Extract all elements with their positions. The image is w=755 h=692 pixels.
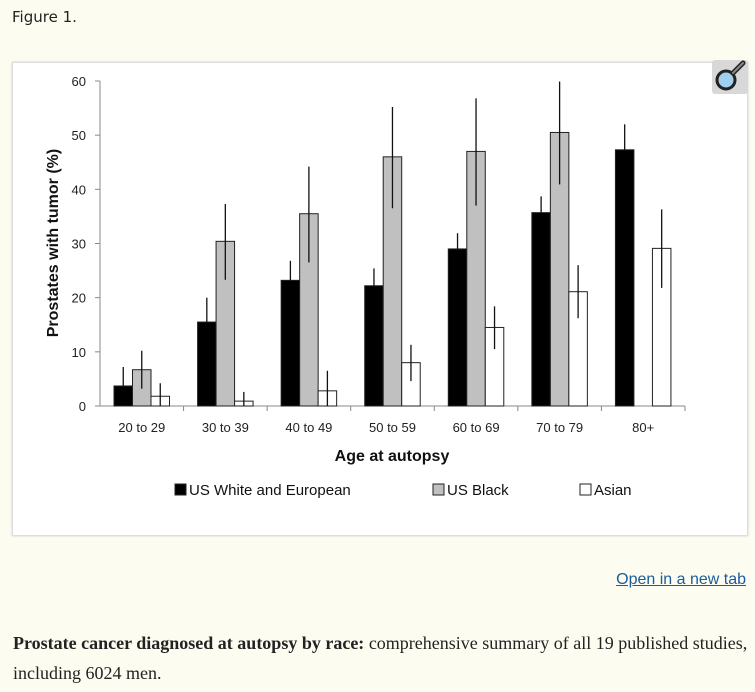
legend-swatch [432,483,445,496]
y-tick-label: 60 [72,74,86,89]
x-tick-label: 50 to 59 [369,420,416,435]
bar [447,248,468,407]
y-tick-label: 30 [72,237,86,252]
y-tick-label: 10 [72,345,86,360]
figure-caption: Prostate cancer diagnosed at autopsy by … [13,628,748,688]
legend-label: Asian [594,482,632,499]
bar [197,321,217,407]
x-tick-label: 60 to 69 [453,420,500,435]
y-axis-label: Prostates with tumor (%) [45,149,62,337]
x-tick-label: 20 to 29 [118,420,165,435]
x-tick-label: 70 to 79 [536,420,583,435]
bar [614,149,635,407]
bar [280,279,301,407]
bar [364,285,384,407]
y-tick-label: 40 [72,182,86,197]
y-tick-label: 20 [72,291,86,306]
legend-label: US White and European [189,482,351,499]
caption-title: Prostate cancer diagnosed at autopsy by … [13,633,365,653]
legend-swatch [174,483,187,496]
figure-label: Figure 1. [12,8,77,26]
y-tick-label: 0 [79,399,86,414]
bar [113,385,133,407]
y-tick-label: 50 [72,128,86,143]
caption-text: comprehensive summary of all 19 publishe… [13,633,748,683]
legend-label: US Black [447,482,509,499]
open-in-new-tab-link[interactable]: Open in a new tab [616,571,746,588]
x-tick-label: 80+ [632,420,654,435]
bar [531,212,551,407]
x-tick-label: 30 to 39 [202,420,249,435]
legend-swatch [579,483,592,496]
magnifier-icon[interactable] [712,60,748,94]
x-axis-label: Age at autopsy [335,448,450,465]
x-tick-label: 40 to 49 [285,420,332,435]
